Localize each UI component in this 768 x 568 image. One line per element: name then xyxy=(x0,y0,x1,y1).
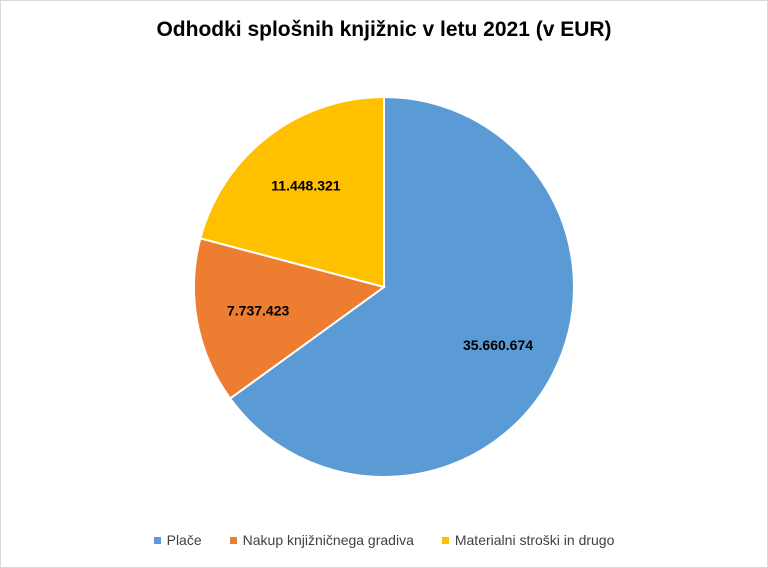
pie-slice-place xyxy=(228,95,575,478)
legend-swatch-materialni-stroski xyxy=(441,536,449,544)
legend-item-place: Plače xyxy=(153,532,202,548)
legend-label-place: Plače xyxy=(166,532,202,548)
legend: Plače Nakup knjižničnega gradiva Materia… xyxy=(0,532,768,548)
legend-swatch-place xyxy=(153,536,161,544)
pie-slice-nakup-gradiva xyxy=(193,237,387,400)
legend-item-nakup-gradiva: Nakup knjižničnega gradiva xyxy=(229,532,414,548)
data-label-nakup-gradiva: 7.737.423 xyxy=(227,302,289,318)
data-label-materialni-stroski: 11.448.321 xyxy=(271,178,341,194)
legend-label-nakup-gradiva: Nakup knjižničnega gradiva xyxy=(242,532,414,548)
data-label-place: 35.660.674 xyxy=(463,337,533,353)
pie-slice-materialni-stroski xyxy=(199,95,385,289)
legend-label-materialni-stroski: Materialni stroški in drugo xyxy=(454,532,615,548)
chart-title: Odhodki splošnih knjižnic v letu 2021 (v… xyxy=(156,18,612,41)
legend-swatch-nakup-gradiva xyxy=(229,536,237,544)
legend-item-materialni-stroski: Materialni stroški in drugo xyxy=(441,532,615,548)
